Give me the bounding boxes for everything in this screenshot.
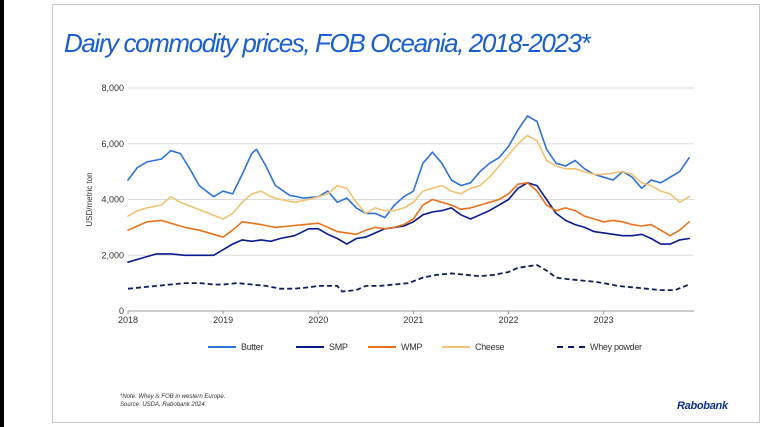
legend-item: Butter [208, 340, 264, 354]
y-axis-label: USD/metric ton [85, 172, 94, 226]
series-line-whey-powder [127, 264, 690, 293]
rabobank-logo: Rabobank [677, 400, 728, 412]
x-tick-label: 2018 [118, 315, 138, 325]
legend-item: WMP [368, 340, 422, 354]
legend-item: SMP [296, 340, 348, 354]
legend-label: SMP [329, 342, 348, 352]
chart-title: Dairy commodity prices, FOB Oceania, 201… [64, 28, 591, 58]
legend-label: Whey powder [590, 342, 642, 352]
legend-item: Whey powder [557, 340, 642, 354]
legend-label: Cheese [475, 342, 505, 352]
series-line-butter [127, 115, 690, 219]
footnote-source: Source: USDA, Rabobank 2024 [120, 402, 205, 408]
y-axis: 0 2,000 4,000 6,000 8,000 [101, 83, 124, 316]
legend-swatch [442, 346, 470, 348]
series-lines [127, 115, 690, 293]
gridlines [128, 87, 694, 256]
y-tick-label: 0 [119, 306, 124, 316]
footnote: *Note: Whey is FOB in western Europe. So… [120, 393, 225, 409]
y-tick-label: 6,000 [101, 139, 124, 149]
left-edge-bar [0, 0, 4, 427]
x-tick-label: 2022 [498, 315, 518, 325]
legend-label: WMP [401, 342, 423, 352]
x-tick-label: 2023 [594, 315, 614, 325]
series-line-smp [127, 182, 690, 263]
legend-swatch [368, 346, 396, 348]
slide-frame [52, 4, 760, 423]
legend-label: Butter [241, 342, 264, 352]
series-line-cheese [127, 134, 690, 220]
y-tick-label: 8,000 [101, 83, 124, 93]
x-tick-label: 2021 [403, 315, 423, 325]
series-line-wmp [127, 182, 690, 238]
legend-swatch [557, 346, 585, 348]
legend-item: Cheese [442, 340, 505, 354]
x-tick-label: 2020 [308, 315, 328, 325]
legend-swatch [296, 346, 324, 348]
legend: Butter SMP WMP Cheese Whey powder [200, 340, 660, 354]
y-tick-label: 4,000 [101, 195, 124, 205]
y-tick-label: 2,000 [101, 250, 124, 260]
footnote-note: *Note: Whey is FOB in western Europe. [120, 394, 226, 400]
x-axis: 2018 2019 2020 2021 2022 2023 [118, 310, 694, 325]
legend-swatch [208, 346, 236, 348]
x-tick-label: 2019 [213, 315, 233, 325]
